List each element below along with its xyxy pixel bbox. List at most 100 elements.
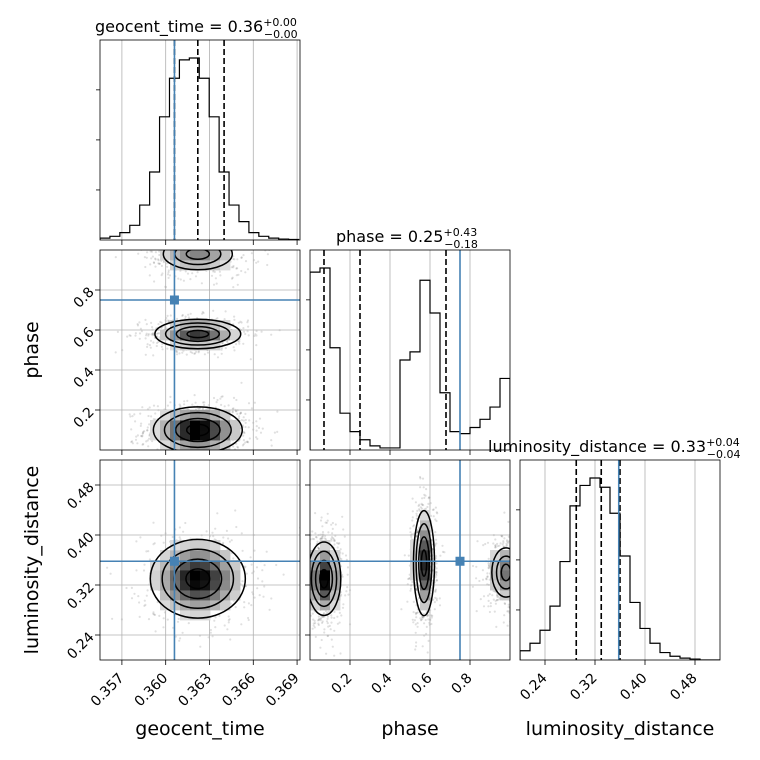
sample-point	[415, 641, 418, 644]
sample-point	[222, 454, 224, 456]
density-cell	[180, 560, 191, 571]
sample-point	[415, 611, 418, 615]
density-cell	[220, 590, 231, 601]
title-plus: +0.00	[263, 16, 297, 29]
sample-point	[213, 353, 216, 356]
sample-point	[213, 270, 216, 273]
sample-point	[513, 571, 515, 573]
sample-point	[416, 622, 419, 625]
sample-point	[425, 625, 428, 629]
sample-point	[141, 247, 143, 249]
y-axis-label-luminosity_distance: luminosity_distance	[21, 466, 43, 655]
sample-point	[162, 541, 165, 544]
sample-point	[231, 411, 234, 414]
density-cell	[230, 590, 241, 601]
sample-point	[150, 257, 153, 260]
sample-point	[151, 440, 154, 443]
sample-point	[239, 243, 241, 245]
sample-point	[152, 354, 155, 357]
sample-point	[423, 496, 426, 499]
density-cell	[150, 420, 161, 431]
sample-point	[320, 537, 323, 540]
sample-point	[169, 395, 172, 398]
sample-point	[158, 250, 161, 253]
sample-point	[529, 552, 531, 554]
sample-point	[512, 553, 514, 555]
sample-point	[142, 442, 145, 446]
density-cell	[190, 330, 201, 341]
sample-point	[166, 314, 169, 317]
sample-point	[116, 330, 119, 333]
sample-point	[426, 651, 429, 654]
sample-point	[221, 395, 224, 398]
panel-title-phase: phase = 0.25+0.43 −0.18	[336, 226, 478, 251]
sample-point	[496, 545, 499, 548]
sample-point	[240, 269, 243, 273]
sample-point	[502, 541, 505, 544]
sample-point	[489, 602, 492, 605]
sample-point	[507, 610, 510, 613]
truth-marker	[169, 295, 179, 305]
sample-point	[270, 444, 273, 447]
sample-point	[414, 501, 417, 504]
sample-point	[199, 230, 201, 232]
sample-point	[236, 283, 239, 286]
sample-point	[507, 606, 510, 609]
sample-point	[109, 572, 112, 575]
density-cell	[200, 560, 211, 571]
sample-point	[215, 237, 217, 239]
sample-point	[230, 266, 233, 269]
density-cell	[230, 560, 241, 571]
sample-point	[416, 531, 419, 534]
sample-point	[146, 345, 149, 348]
sample-point	[507, 603, 510, 606]
sample-point	[136, 434, 139, 437]
sample-point	[199, 450, 201, 452]
sample-point	[255, 261, 258, 264]
sample-point	[418, 503, 421, 506]
sample-point	[176, 230, 178, 232]
sample-point	[151, 255, 154, 258]
sample-point	[144, 603, 147, 607]
sample-point	[242, 230, 244, 232]
sample-point	[146, 439, 149, 442]
density-cell	[410, 550, 421, 561]
sample-point	[251, 572, 254, 575]
sample-point	[302, 600, 304, 602]
sample-point	[487, 557, 490, 560]
sample-point	[312, 618, 315, 621]
sample-point	[502, 545, 505, 548]
sample-point	[223, 245, 225, 247]
sample-point	[158, 262, 161, 265]
sample-point	[202, 236, 204, 238]
sample-point	[154, 265, 157, 268]
density-cell	[320, 550, 331, 561]
sample-point	[485, 578, 488, 581]
sample-point	[236, 240, 238, 242]
sample-point	[427, 502, 430, 505]
sample-point	[525, 556, 527, 558]
sample-point	[253, 596, 256, 599]
sample-point	[521, 558, 523, 560]
sample-point	[270, 439, 273, 442]
sample-point	[243, 432, 246, 435]
sample-point	[244, 441, 247, 444]
sample-point	[516, 567, 518, 569]
density-cell	[310, 550, 321, 561]
density-cell	[200, 410, 211, 421]
sample-point	[203, 403, 206, 407]
density-cell	[150, 560, 161, 571]
sample-point	[494, 544, 497, 548]
density-cell	[190, 610, 201, 621]
sample-point	[341, 515, 344, 518]
sample-point	[227, 246, 229, 248]
sample-point	[187, 622, 190, 625]
sample-point	[523, 598, 525, 600]
sample-point	[494, 602, 497, 605]
sample-point	[187, 316, 190, 319]
sample-point	[482, 544, 485, 547]
sample-point	[228, 540, 231, 543]
sample-point	[326, 611, 329, 615]
sample-point	[441, 550, 445, 554]
density-cell	[410, 560, 421, 571]
